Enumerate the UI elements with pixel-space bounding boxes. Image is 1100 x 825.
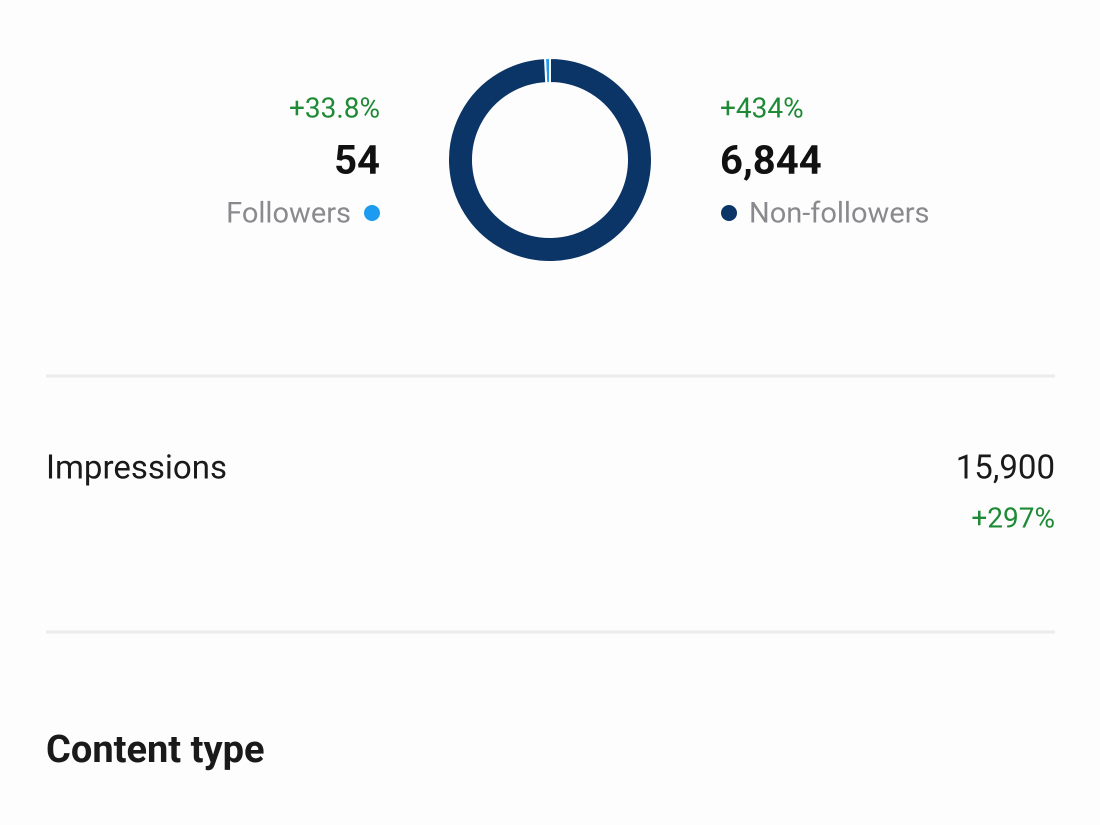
value: 6,844 [720, 137, 822, 184]
legend-dot [364, 205, 380, 221]
impressions-value: 15,900 [956, 449, 1055, 488]
donut-segment [447, 56, 653, 263]
legend-label: Non-followers [749, 197, 930, 231]
value: 54 [334, 137, 380, 184]
impressions-change: +297% [971, 501, 1055, 534]
impressions-label: Impressions [46, 449, 227, 488]
legend-dot [721, 205, 737, 221]
change: +434% [720, 91, 804, 124]
section-title: Content type [46, 728, 264, 772]
legend-label: Followers [226, 197, 351, 231]
change: +33.8% [289, 91, 380, 124]
